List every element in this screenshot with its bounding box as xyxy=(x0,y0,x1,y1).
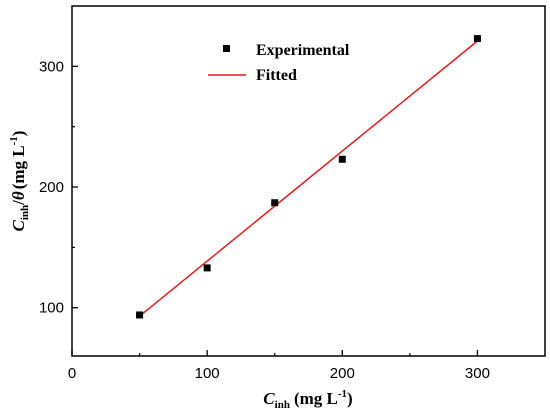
y-label-subscript: inh xyxy=(19,205,31,220)
experimental-point xyxy=(473,35,481,43)
y-tick-label: 300 xyxy=(39,58,64,75)
legend: Experimental Fitted xyxy=(208,42,350,84)
experimental-point xyxy=(271,199,279,207)
y-label-symbol: C xyxy=(9,219,28,231)
plot-frame xyxy=(71,5,546,357)
x-label-unit: (mg L xyxy=(294,389,338,408)
x-tick-label: 300 xyxy=(465,365,490,382)
y-label-unit: (mg L xyxy=(9,145,28,189)
y-label-slash: / xyxy=(9,200,28,206)
fitted-line xyxy=(139,40,478,317)
x-label-subscript: inh xyxy=(275,399,290,411)
experimental-point xyxy=(136,311,144,319)
y-label-theta: θ xyxy=(9,191,28,200)
x-tick-label: 200 xyxy=(330,365,355,382)
y-label-superscript: -1 xyxy=(8,136,20,145)
x-tick-label: 0 xyxy=(68,365,76,382)
y-label-close: ) xyxy=(9,131,28,137)
x-label-superscript: -1 xyxy=(338,388,347,400)
x-axis-label: Cinh (mg L-1) xyxy=(263,388,352,411)
legend-label-fitted: Fitted xyxy=(256,67,297,84)
y-axis-ticks: 100 200 300 xyxy=(39,58,78,317)
y-tick-label: 200 xyxy=(39,179,64,196)
x-label-close: ) xyxy=(347,389,353,408)
y-tick-label: 100 xyxy=(39,300,64,317)
experimental-point xyxy=(203,264,211,272)
legend-label-experimental: Experimental xyxy=(256,42,350,59)
x-label-symbol: C xyxy=(263,389,275,408)
x-tick-label: 100 xyxy=(195,365,220,382)
y-axis-label: Cinh/θ (mg L-1) xyxy=(8,131,31,232)
x-axis-ticks: 0 100 200 300 xyxy=(68,350,490,382)
legend-marker-experimental xyxy=(223,45,230,52)
series-layer xyxy=(136,35,481,319)
experimental-point xyxy=(338,155,346,163)
